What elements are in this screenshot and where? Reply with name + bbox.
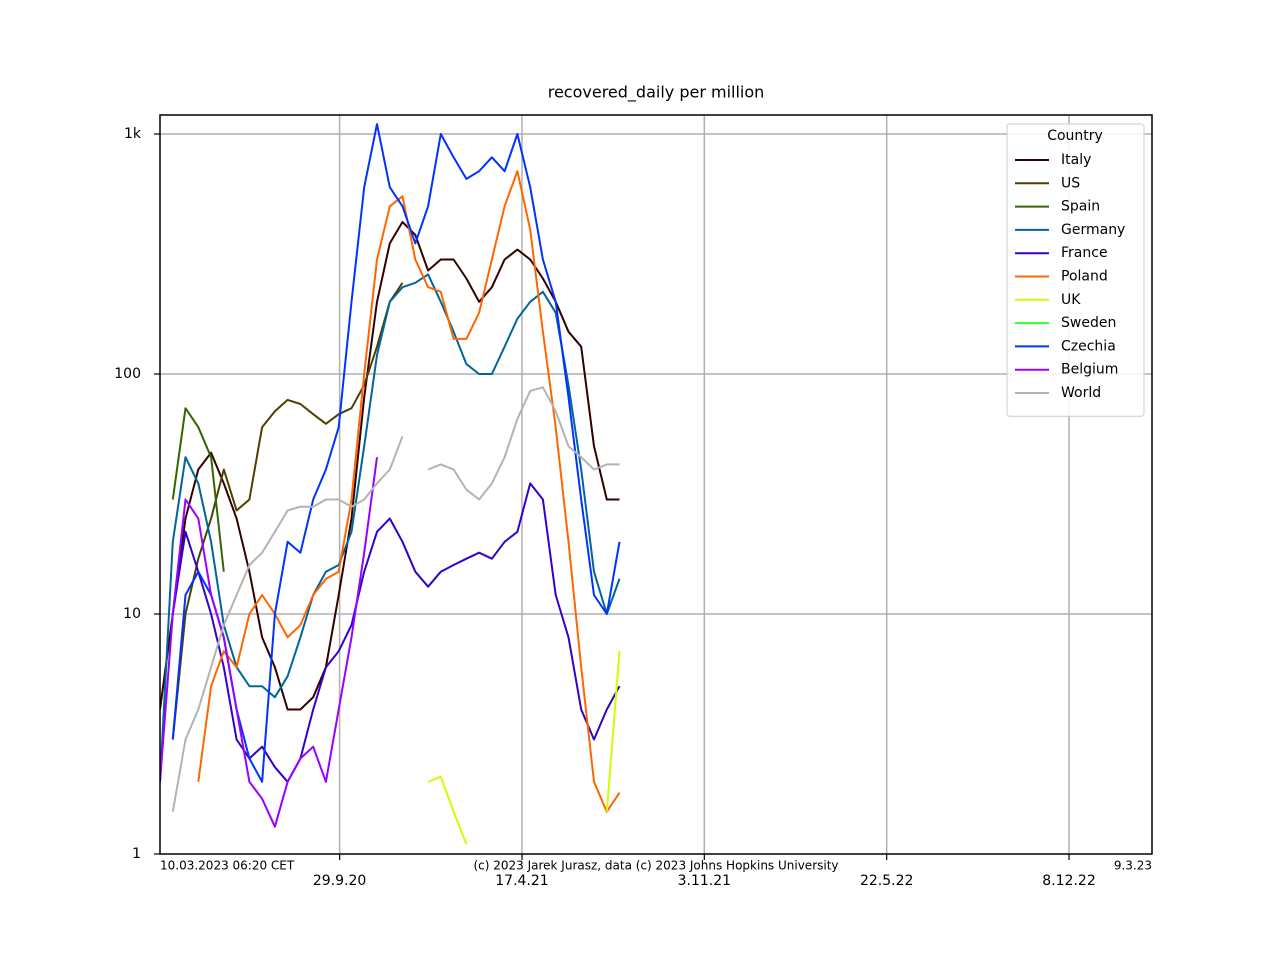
end-date: 9.3.23 — [1114, 859, 1152, 873]
legend-label: Czechia — [1061, 338, 1116, 354]
x-tick-label: 17.4.21 — [495, 873, 548, 889]
legend-label: UK — [1061, 292, 1081, 308]
series-line — [171, 123, 621, 783]
series-line — [171, 407, 225, 572]
x-tick-label: 22.5.22 — [860, 873, 913, 889]
legend: Country Italy US Spain Germany France Poland UK… — [1006, 123, 1145, 417]
legend-label: US — [1061, 175, 1080, 191]
legend-label: Italy — [1061, 152, 1091, 168]
axes: 1 10 100 1k 29.9.20 17.4.21 3.11.21 22.5.22 8.12… — [114, 126, 1095, 889]
legend-label: Germany — [1061, 222, 1125, 238]
y-tick-label: 1k — [124, 126, 142, 142]
y-tick-label: 100 — [114, 366, 141, 382]
plot-frame — [159, 114, 1153, 855]
chart-title: recovered_daily per million — [548, 83, 765, 103]
y-tick-label: 10 — [123, 606, 141, 622]
series-line — [427, 651, 621, 845]
legend-label: Belgium — [1061, 362, 1118, 378]
copyright: (c) 2023 Jarek Jurasz, data (c) 2023 Joh… — [473, 859, 838, 873]
legend-label: Spain — [1061, 199, 1100, 215]
legend-label: France — [1061, 245, 1108, 261]
legend-label: World — [1061, 385, 1101, 401]
series-line — [160, 221, 620, 711]
x-tick-label: 3.11.21 — [678, 873, 731, 889]
x-tick-label: 8.12.22 — [1042, 873, 1095, 889]
series-line — [171, 386, 620, 812]
series-line — [160, 457, 378, 828]
legend-title: Country — [1047, 128, 1103, 144]
series-line — [171, 282, 404, 740]
legend-label: Poland — [1061, 269, 1108, 285]
legend-label: Sweden — [1061, 315, 1116, 331]
lines — [160, 123, 621, 845]
legend-box — [1006, 123, 1145, 417]
timestamp: 10.03.2023 06:20 CET — [160, 859, 295, 873]
x-tick-label: 29.9.20 — [313, 873, 366, 889]
series-line — [171, 482, 621, 783]
y-tick-label: 1 — [132, 846, 141, 862]
